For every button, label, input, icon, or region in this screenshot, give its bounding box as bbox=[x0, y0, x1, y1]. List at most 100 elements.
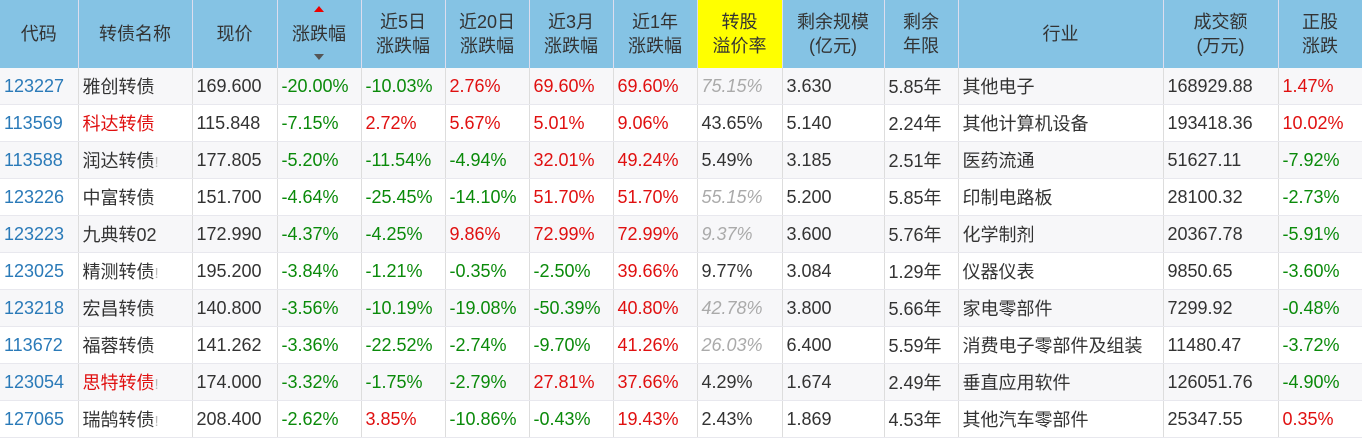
name-value: 思特转债 bbox=[82, 373, 155, 393]
cell-code[interactable]: 113588 bbox=[0, 141, 79, 179]
column-header-change-3m[interactable]: 近3月 涨跌幅 bbox=[529, 0, 614, 68]
table-row[interactable]: 123025 精测转债! 195.200 -3.84% -1.21% -0.35% -2.5… bbox=[0, 252, 1362, 290]
column-header-amount[interactable]: 成交额 (万元) bbox=[1163, 0, 1279, 68]
cell-change-3m: 5.01% bbox=[529, 104, 614, 142]
change-value: -3.84% bbox=[281, 260, 339, 281]
table-row[interactable]: 123223 九典转02 172.990 -4.37% -4.25% 9.86% 72.99… bbox=[0, 215, 1362, 253]
cell-change: -3.36% bbox=[277, 326, 362, 364]
cell-name[interactable]: 中富转债 bbox=[78, 178, 193, 216]
remaining-years-value: 5.85年 bbox=[888, 77, 942, 97]
change-1y-value: 9.06% bbox=[617, 112, 669, 133]
sort-ascending-icon[interactable] bbox=[314, 6, 324, 12]
cell-name[interactable]: 宏昌转债 bbox=[78, 289, 193, 327]
cell-code[interactable]: 123223 bbox=[0, 215, 79, 253]
table-row[interactable]: 113672 福蓉转债 141.262 -3.36% -22.52% -2.74% -9.7… bbox=[0, 326, 1362, 364]
premium-value: 26.03% bbox=[701, 334, 763, 355]
stock-change-value: -3.72% bbox=[1282, 334, 1340, 355]
header-row: 代码 转债名称 现价 涨跌幅 近5日 涨跌幅 近20日 涨跌幅 近3月 涨跌幅 近1年 涨跌幅… bbox=[0, 0, 1362, 68]
cell-name[interactable]: 科达转债 bbox=[78, 104, 193, 142]
premium-value: 55.15% bbox=[701, 186, 763, 207]
cell-change-20d: -2.74% bbox=[445, 326, 530, 364]
cell-code[interactable]: 123227 bbox=[0, 68, 79, 105]
cell-name[interactable]: 福蓉转债 bbox=[78, 326, 193, 364]
cell-name[interactable]: 思特转债! bbox=[78, 363, 193, 401]
column-header-industry[interactable]: 行业 bbox=[958, 0, 1164, 68]
table-row[interactable]: 123227 雅创转债 169.600 -20.00% -10.03% 2.76% 69.6… bbox=[0, 68, 1362, 105]
change-20d-value: -2.79% bbox=[449, 371, 507, 392]
table-row[interactable]: 123226 中富转债 151.700 -4.64% -25.45% -14.10% 51.… bbox=[0, 178, 1362, 216]
remaining-scale-value: 3.600 bbox=[786, 223, 832, 244]
industry-value: 消费电子零部件及组装 bbox=[962, 336, 1143, 356]
cell-change-1y: 39.66% bbox=[613, 252, 698, 290]
cell-code[interactable]: 123218 bbox=[0, 289, 79, 327]
table-row[interactable]: 123218 宏昌转债 140.800 -3.56% -10.19% -19.08% -50… bbox=[0, 289, 1362, 327]
warning-flag-icon[interactable]: ! bbox=[154, 413, 159, 430]
cell-stock-change: 10.02% bbox=[1278, 104, 1362, 142]
warning-flag-icon[interactable]: ! bbox=[154, 154, 159, 171]
cell-name[interactable]: 润达转债! bbox=[78, 141, 193, 179]
column-header-price[interactable]: 现价 bbox=[192, 0, 278, 68]
cell-change-5d: -1.75% bbox=[361, 363, 446, 401]
column-header-remaining-years[interactable]: 剩余 年限 bbox=[884, 0, 959, 68]
cell-premium: 26.03% bbox=[697, 326, 783, 364]
column-header-change-1y[interactable]: 近1年 涨跌幅 bbox=[613, 0, 698, 68]
change-3m-value: 51.70% bbox=[533, 186, 595, 207]
cell-change-3m: 32.01% bbox=[529, 141, 614, 179]
change-3m-value: 69.60% bbox=[533, 75, 595, 96]
table-row[interactable]: 113588 润达转债! 177.805 -5.20% -11.54% -4.94% 32.… bbox=[0, 141, 1362, 179]
cell-change: -4.64% bbox=[277, 178, 362, 216]
cell-stock-change: -0.48% bbox=[1278, 289, 1362, 327]
column-header-premium[interactable]: 转股 溢价率 bbox=[697, 0, 783, 68]
column-header-name[interactable]: 转债名称 bbox=[78, 0, 193, 68]
cell-code[interactable]: 123054 bbox=[0, 363, 79, 401]
table-row[interactable]: 113569 科达转债 115.848 -7.15% 2.72% 5.67% 5.01% 9.… bbox=[0, 104, 1362, 142]
column-header-label: 近1年 涨跌幅 bbox=[628, 12, 682, 56]
cell-name[interactable]: 雅创转债 bbox=[78, 68, 193, 105]
code-value: 123223 bbox=[4, 223, 65, 244]
table-row[interactable]: 123054 思特转债! 174.000 -3.32% -1.75% -2.79% 27.8… bbox=[0, 363, 1362, 401]
column-header-change-20d[interactable]: 近20日 涨跌幅 bbox=[445, 0, 530, 68]
table-row[interactable]: 127065 瑞鹄转债! 208.400 -2.62% 3.85% -10.86% -0.4… bbox=[0, 400, 1362, 438]
amount-value: 25347.55 bbox=[1167, 408, 1243, 429]
premium-value: 9.37% bbox=[701, 223, 753, 244]
sort-descending-icon[interactable] bbox=[314, 54, 324, 60]
change-3m-value: -50.39% bbox=[533, 297, 601, 318]
remaining-years-value: 2.51年 bbox=[888, 151, 942, 171]
cell-name[interactable]: 精测转债! bbox=[78, 252, 193, 290]
stock-change-value: -0.48% bbox=[1282, 297, 1340, 318]
cell-stock-change: -7.92% bbox=[1278, 141, 1362, 179]
cell-code[interactable]: 127065 bbox=[0, 400, 79, 438]
amount-value: 9850.65 bbox=[1167, 260, 1233, 281]
cell-premium: 9.77% bbox=[697, 252, 783, 290]
column-header-stock-change[interactable]: 正股 涨跌 bbox=[1278, 0, 1362, 68]
cell-change-3m: -2.50% bbox=[529, 252, 614, 290]
warning-flag-icon[interactable]: ! bbox=[154, 376, 159, 393]
cell-amount: 28100.32 bbox=[1163, 178, 1279, 216]
column-header-label: 近20日 涨跌幅 bbox=[458, 12, 516, 56]
change-20d-value: -4.94% bbox=[449, 149, 507, 170]
change-1y-value: 37.66% bbox=[617, 371, 679, 392]
cell-name[interactable]: 瑞鹄转债! bbox=[78, 400, 193, 438]
cell-price: 151.700 bbox=[192, 178, 278, 216]
cell-code[interactable]: 113672 bbox=[0, 326, 79, 364]
cell-code[interactable]: 123025 bbox=[0, 252, 79, 290]
cell-code[interactable]: 123226 bbox=[0, 178, 79, 216]
cell-remaining-scale: 3.800 bbox=[782, 289, 885, 327]
warning-flag-icon[interactable]: ! bbox=[154, 265, 159, 282]
cell-price: 195.200 bbox=[192, 252, 278, 290]
change-1y-value: 72.99% bbox=[617, 223, 679, 244]
column-header-code[interactable]: 代码 bbox=[0, 0, 79, 68]
name-value: 中富转债 bbox=[82, 188, 155, 208]
cell-code[interactable]: 113569 bbox=[0, 104, 79, 142]
name-value: 精测转债 bbox=[82, 262, 155, 282]
column-header-remaining-scale[interactable]: 剩余规模 (亿元) bbox=[782, 0, 885, 68]
cell-name[interactable]: 九典转02 bbox=[78, 215, 193, 253]
cell-remaining-years: 1.29年 bbox=[884, 252, 959, 290]
cell-industry: 化学制剂 bbox=[958, 215, 1164, 253]
column-header-change-5d[interactable]: 近5日 涨跌幅 bbox=[361, 0, 446, 68]
industry-value: 仪器仪表 bbox=[962, 262, 1035, 282]
column-header-change[interactable]: 涨跌幅 bbox=[277, 0, 362, 68]
premium-value: 4.29% bbox=[701, 371, 753, 392]
cell-premium: 75.15% bbox=[697, 68, 783, 105]
